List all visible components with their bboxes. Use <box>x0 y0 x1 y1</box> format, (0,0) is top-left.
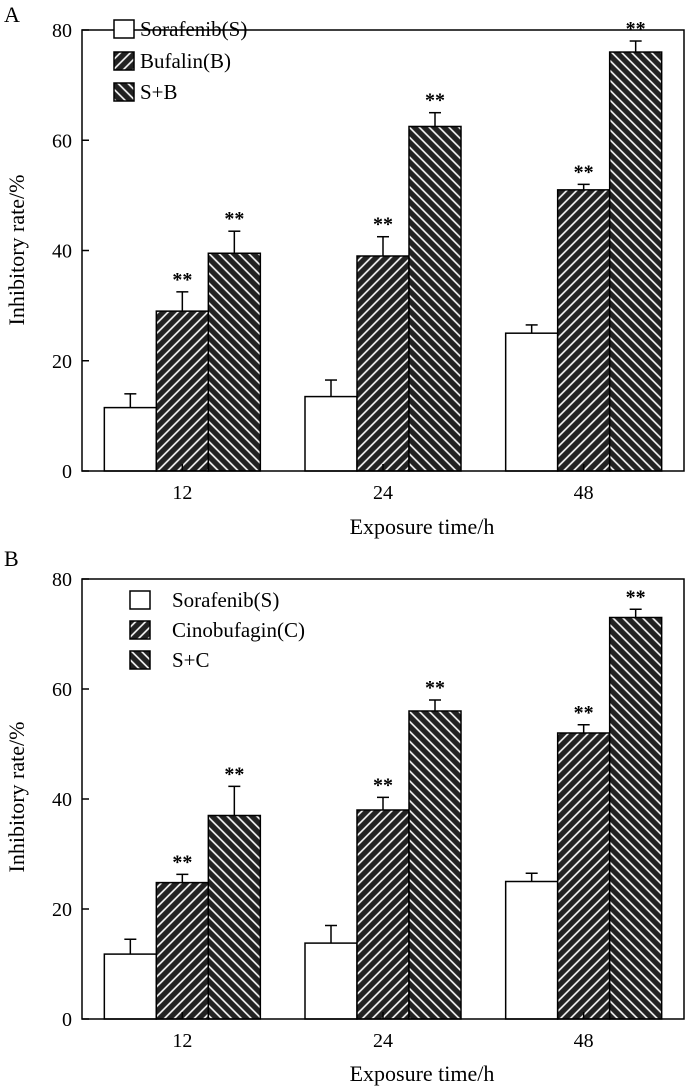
bar-sorafenib-s-12 <box>103 406 158 472</box>
bar-s-b-12 <box>207 252 262 472</box>
legend-label-s-plus-b: S+B <box>140 80 178 104</box>
bar-sorafenib-s-24 <box>304 942 358 1020</box>
bar-sorafenib-s-48 <box>504 880 559 1020</box>
legend-label-sorafenib: Sorafenib(S) <box>140 17 247 41</box>
legend-label-sorafenib: Sorafenib(S) <box>172 588 279 612</box>
bar-sorafenib-s-24 <box>304 395 358 472</box>
panel-label-b: B <box>4 546 19 571</box>
legend-label-s-plus-c: S+C <box>172 648 210 672</box>
y-tick-label: 80 <box>52 569 72 591</box>
legend-a: Sorafenib(S) Bufalin(B) S+B <box>113 17 247 104</box>
y-tick-label: 40 <box>52 241 72 263</box>
legend-label-bufalin: Bufalin(B) <box>140 49 231 73</box>
significance-marker: ** <box>626 18 646 40</box>
significance-marker: ** <box>574 702 594 724</box>
y-tick-label: 60 <box>52 130 72 152</box>
significance-marker: ** <box>224 208 244 230</box>
y-tick-label: 20 <box>52 899 72 921</box>
bar-cinobufagin-c-24 <box>356 809 410 1020</box>
legend-swatch-s-plus-c <box>129 650 151 670</box>
significance-marker: ** <box>425 677 445 699</box>
plot-area-b: 0 20 40 60 80 ** ** 12 ** ** 24 ** ** 48 <box>52 569 685 1052</box>
legend-label-cinobufagin: Cinobufagin(C) <box>172 618 305 642</box>
bar-s-b-24 <box>408 125 462 472</box>
x-tick-label: 12 <box>172 482 192 504</box>
bar-sorafenib-s-12 <box>103 953 158 1020</box>
x-tick-label: 12 <box>172 1030 192 1052</box>
chart-panel-a: A Inhibitory rate/% Exposure time/h 0 20 4… <box>4 2 685 539</box>
significance-marker: ** <box>172 851 192 873</box>
legend-swatch-sorafenib <box>113 19 135 39</box>
bar-bufalin-b-24 <box>356 255 410 472</box>
y-tick-label: 40 <box>52 789 72 811</box>
legend-swatch-bufalin <box>113 51 135 71</box>
bar-s-b-48 <box>608 51 663 472</box>
axis-frame <box>81 578 685 1020</box>
x-tick-label: 48 <box>574 482 594 504</box>
x-tick-label: 24 <box>373 1030 393 1052</box>
legend-swatch-s-plus-b <box>113 82 135 102</box>
bar-cinobufagin-c-48 <box>556 732 611 1020</box>
bar-s-c-48 <box>608 616 663 1020</box>
panel-label-a: A <box>4 2 20 27</box>
significance-marker: ** <box>224 763 244 785</box>
x-tick-label: 48 <box>574 1030 594 1052</box>
significance-marker: ** <box>373 214 393 236</box>
plot-area-a: 0 20 40 60 80 ** ** 12 ** ** 24 ** ** 48 <box>52 18 685 504</box>
legend-swatch-cinobufagin <box>129 620 151 640</box>
y-axis-title-a: Inhibitory rate/% <box>4 175 29 326</box>
bar-bufalin-b-12 <box>155 310 210 472</box>
y-tick-label: 0 <box>62 461 72 483</box>
x-axis-title-a: Exposure time/h <box>350 514 495 539</box>
axis-frame <box>81 29 685 472</box>
significance-marker: ** <box>172 269 192 291</box>
bar-sorafenib-s-48 <box>504 332 559 472</box>
y-tick-label: 80 <box>52 20 72 42</box>
significance-marker: ** <box>425 90 445 112</box>
bar-s-c-12 <box>207 814 262 1020</box>
chart-panel-b: B Inhibitory rate/% Exposure time/h 0 20 4… <box>4 546 685 1086</box>
bar-cinobufagin-c-12 <box>155 881 210 1020</box>
bar-bufalin-b-48 <box>556 189 611 472</box>
y-tick-label: 20 <box>52 351 72 373</box>
significance-marker: ** <box>373 774 393 796</box>
bar-s-c-24 <box>408 710 462 1020</box>
legend-swatch-sorafenib <box>129 590 151 610</box>
x-tick-label: 24 <box>373 482 393 504</box>
y-axis-title-b: Inhibitory rate/% <box>4 722 29 873</box>
significance-marker: ** <box>574 161 594 183</box>
legend-b: Sorafenib(S) Cinobufagin(C) S+C <box>129 588 305 672</box>
significance-marker: ** <box>626 586 646 608</box>
y-tick-label: 60 <box>52 679 72 701</box>
x-axis-title-b: Exposure time/h <box>350 1061 495 1086</box>
y-tick-label: 0 <box>62 1009 72 1031</box>
